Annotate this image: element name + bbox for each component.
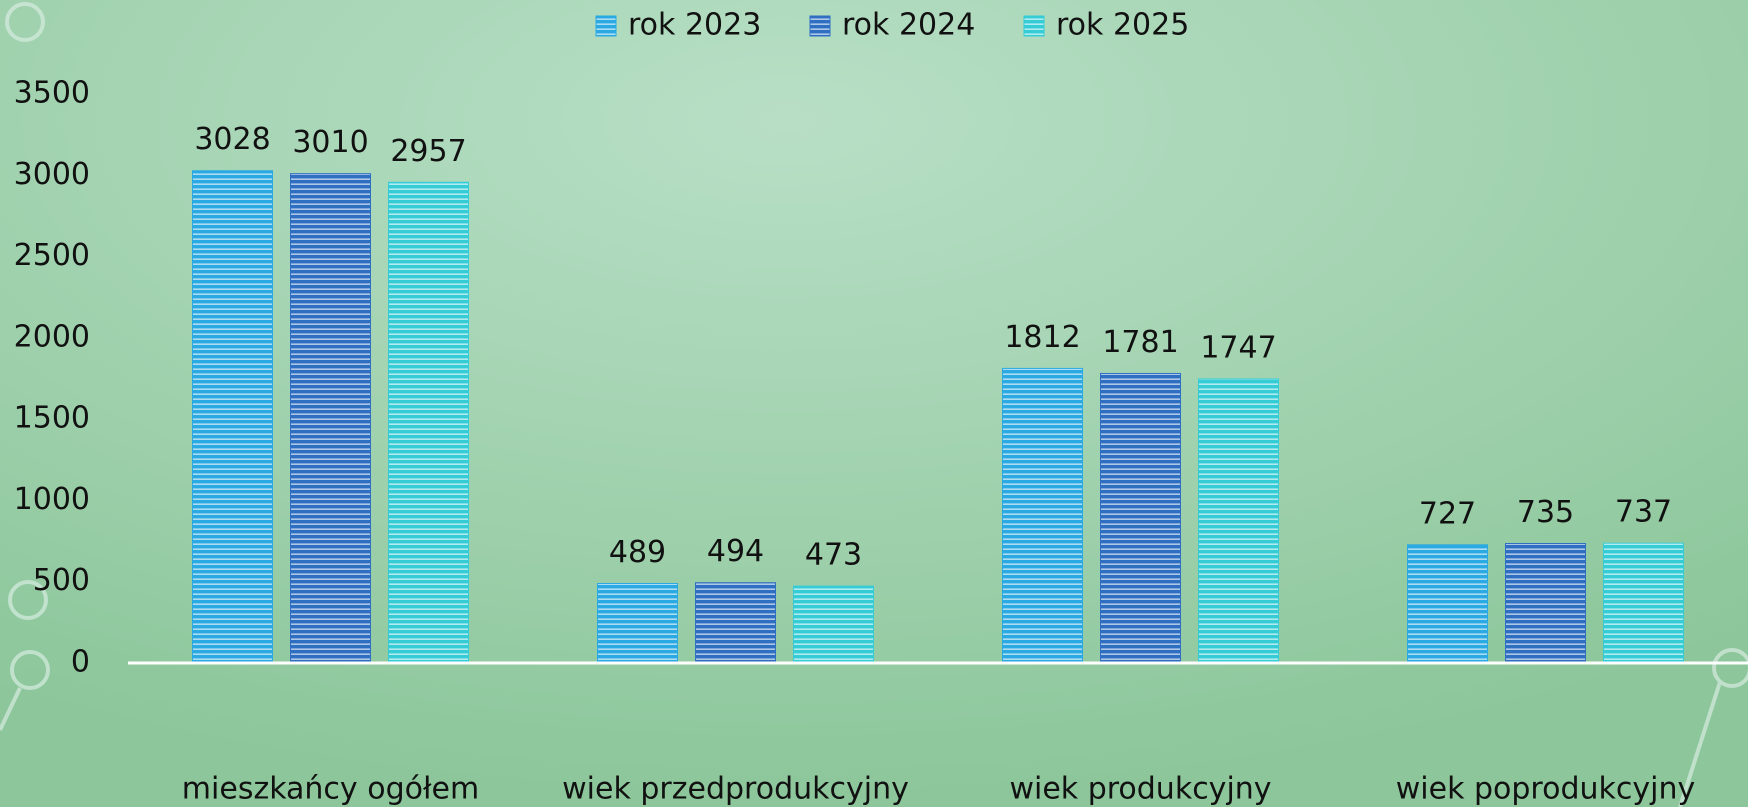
bar	[695, 582, 776, 664]
data-label: 1781	[1102, 325, 1178, 360]
bar	[1100, 372, 1181, 664]
data-label: 3028	[194, 122, 270, 157]
data-label: 735	[1517, 495, 1574, 530]
legend-item: rok 2024	[809, 8, 975, 43]
bar	[1002, 367, 1083, 664]
bar	[1505, 543, 1586, 664]
x-tick-label: wiek przedprodukcyjny	[562, 772, 909, 807]
y-tick-label: 2000	[14, 319, 90, 354]
data-label: 1747	[1200, 330, 1276, 365]
legend-swatch	[1023, 15, 1045, 37]
bar	[1198, 378, 1279, 664]
legend-label: rok 2025	[1056, 8, 1189, 43]
legend-label: rok 2024	[842, 8, 975, 43]
data-label: 489	[609, 535, 666, 570]
data-label: 494	[707, 534, 764, 569]
data-label: 2957	[390, 134, 466, 169]
bar	[192, 170, 273, 664]
bar	[290, 173, 371, 664]
bar	[597, 583, 678, 664]
bar	[1603, 542, 1684, 664]
data-label: 727	[1419, 496, 1476, 531]
legend-item: rok 2023	[595, 8, 761, 43]
y-tick-label: 1500	[14, 401, 90, 436]
y-tick-label: 3500	[14, 76, 90, 111]
bar	[1407, 544, 1488, 664]
bar	[793, 585, 874, 664]
x-tick-label: wiek produkcyjny	[1009, 772, 1271, 807]
x-tick-label: wiek poprodukcyjny	[1396, 772, 1696, 807]
y-tick-label: 500	[33, 563, 90, 598]
legend-item: rok 2025	[1023, 8, 1189, 43]
y-tick-label: 2500	[14, 238, 90, 273]
y-tick-label: 1000	[14, 482, 90, 517]
data-label: 1812	[1004, 320, 1080, 355]
legend-label: rok 2023	[628, 8, 761, 43]
legend-swatch	[595, 15, 617, 37]
y-tick-label: 0	[71, 645, 90, 680]
x-tick-label: mieszkańcy ogółem	[182, 772, 479, 807]
y-tick-label: 3000	[14, 157, 90, 192]
data-label: 3010	[292, 125, 368, 160]
data-label: 473	[805, 538, 862, 573]
bar	[388, 181, 469, 664]
legend-swatch	[809, 15, 831, 37]
data-label: 737	[1615, 495, 1672, 530]
